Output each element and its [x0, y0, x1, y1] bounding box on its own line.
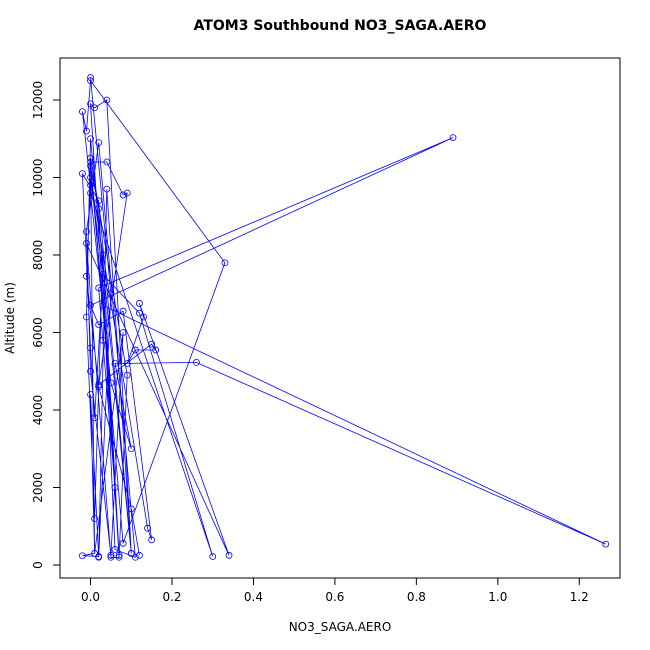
data-point — [209, 553, 217, 560]
data-point — [107, 379, 115, 387]
y-tick-label: 2000 — [31, 472, 45, 503]
data-point — [131, 553, 139, 561]
data-point — [119, 329, 127, 336]
data-point — [144, 524, 151, 532]
data-point — [83, 272, 90, 280]
data-point — [83, 313, 90, 321]
data-point — [103, 158, 111, 166]
data-point — [136, 309, 143, 317]
data-point — [95, 139, 103, 147]
data-point — [127, 445, 135, 453]
data-point — [87, 367, 94, 375]
data-point — [91, 515, 99, 522]
data-point — [95, 381, 103, 389]
data-point — [136, 300, 143, 307]
data-point — [127, 549, 135, 557]
data-point — [99, 251, 107, 259]
data-point — [123, 189, 131, 197]
data-point — [95, 383, 103, 391]
data-point — [123, 371, 131, 379]
data-point — [119, 191, 127, 199]
chart-title: ATOM3 Southbound NO3_SAGA.AERO — [194, 18, 487, 34]
data-point — [115, 551, 123, 559]
data-point — [79, 108, 86, 116]
data-point — [87, 189, 94, 197]
y-tick-label: 6000 — [31, 317, 45, 348]
y-tick-label: 8000 — [31, 240, 45, 271]
data-point — [127, 505, 135, 513]
data-point — [152, 346, 160, 354]
data-point — [87, 135, 94, 143]
data-point — [87, 344, 94, 352]
data-point — [221, 259, 229, 267]
data-point — [115, 553, 123, 561]
data-point — [87, 77, 94, 85]
data-point — [123, 360, 131, 367]
y-tick-label: 0 — [31, 561, 45, 569]
data-point — [83, 239, 90, 247]
data-point — [87, 181, 94, 189]
data-point — [95, 197, 103, 205]
data-point — [79, 170, 86, 178]
data-point — [95, 553, 103, 560]
data-point — [111, 360, 119, 367]
data-point — [95, 321, 103, 329]
data-point — [87, 158, 94, 166]
data-point — [449, 134, 457, 141]
data-line — [82, 77, 606, 558]
data-point — [87, 391, 94, 398]
data-point — [111, 546, 119, 553]
x-tick-label: 0.2 — [162, 590, 181, 604]
x-tick-label: 1.0 — [488, 590, 507, 604]
data-point — [131, 346, 139, 354]
x-tick-label: 1.2 — [570, 590, 589, 604]
x-tick-label: 0.0 — [81, 590, 100, 604]
data-point — [87, 74, 94, 81]
data-point — [95, 205, 103, 212]
data-point — [95, 284, 103, 292]
data-point — [111, 484, 119, 491]
x-tick-label: 0.4 — [244, 590, 263, 604]
y-tick-label: 4000 — [31, 395, 45, 426]
data-point — [140, 313, 147, 321]
data-point — [103, 185, 111, 193]
data-point — [79, 552, 86, 560]
data-point — [87, 154, 94, 162]
data-point — [107, 290, 115, 298]
data-point — [99, 301, 107, 309]
data-point — [225, 551, 233, 559]
data-point — [148, 340, 156, 348]
x-tick-label: 0.6 — [325, 590, 344, 604]
data-point — [119, 539, 127, 547]
plot-frame — [59, 57, 621, 579]
data-point — [91, 414, 99, 422]
data-point — [602, 540, 610, 548]
data-point — [136, 551, 143, 559]
data-point — [193, 358, 200, 366]
data-point — [87, 162, 94, 170]
x-axis-label: NO3_SAGA.AERO — [289, 620, 392, 634]
data-point — [99, 336, 107, 344]
y-axis-label: Altitude (m) — [3, 282, 17, 354]
x-tick-label: 0.8 — [407, 590, 426, 604]
data-point — [87, 301, 94, 309]
data-point — [103, 96, 111, 104]
data-point — [87, 174, 94, 181]
data-point — [87, 100, 94, 108]
y-tick-label: 12000 — [31, 81, 45, 119]
y-tick-label: 10000 — [31, 158, 45, 196]
data-point — [119, 307, 127, 315]
data-point — [99, 274, 107, 282]
data-point — [99, 270, 107, 278]
data-point — [107, 553, 115, 561]
data-point — [107, 551, 115, 559]
data-point — [148, 536, 156, 544]
data-point — [83, 228, 90, 236]
data-point — [83, 127, 90, 135]
data-point — [91, 104, 99, 112]
